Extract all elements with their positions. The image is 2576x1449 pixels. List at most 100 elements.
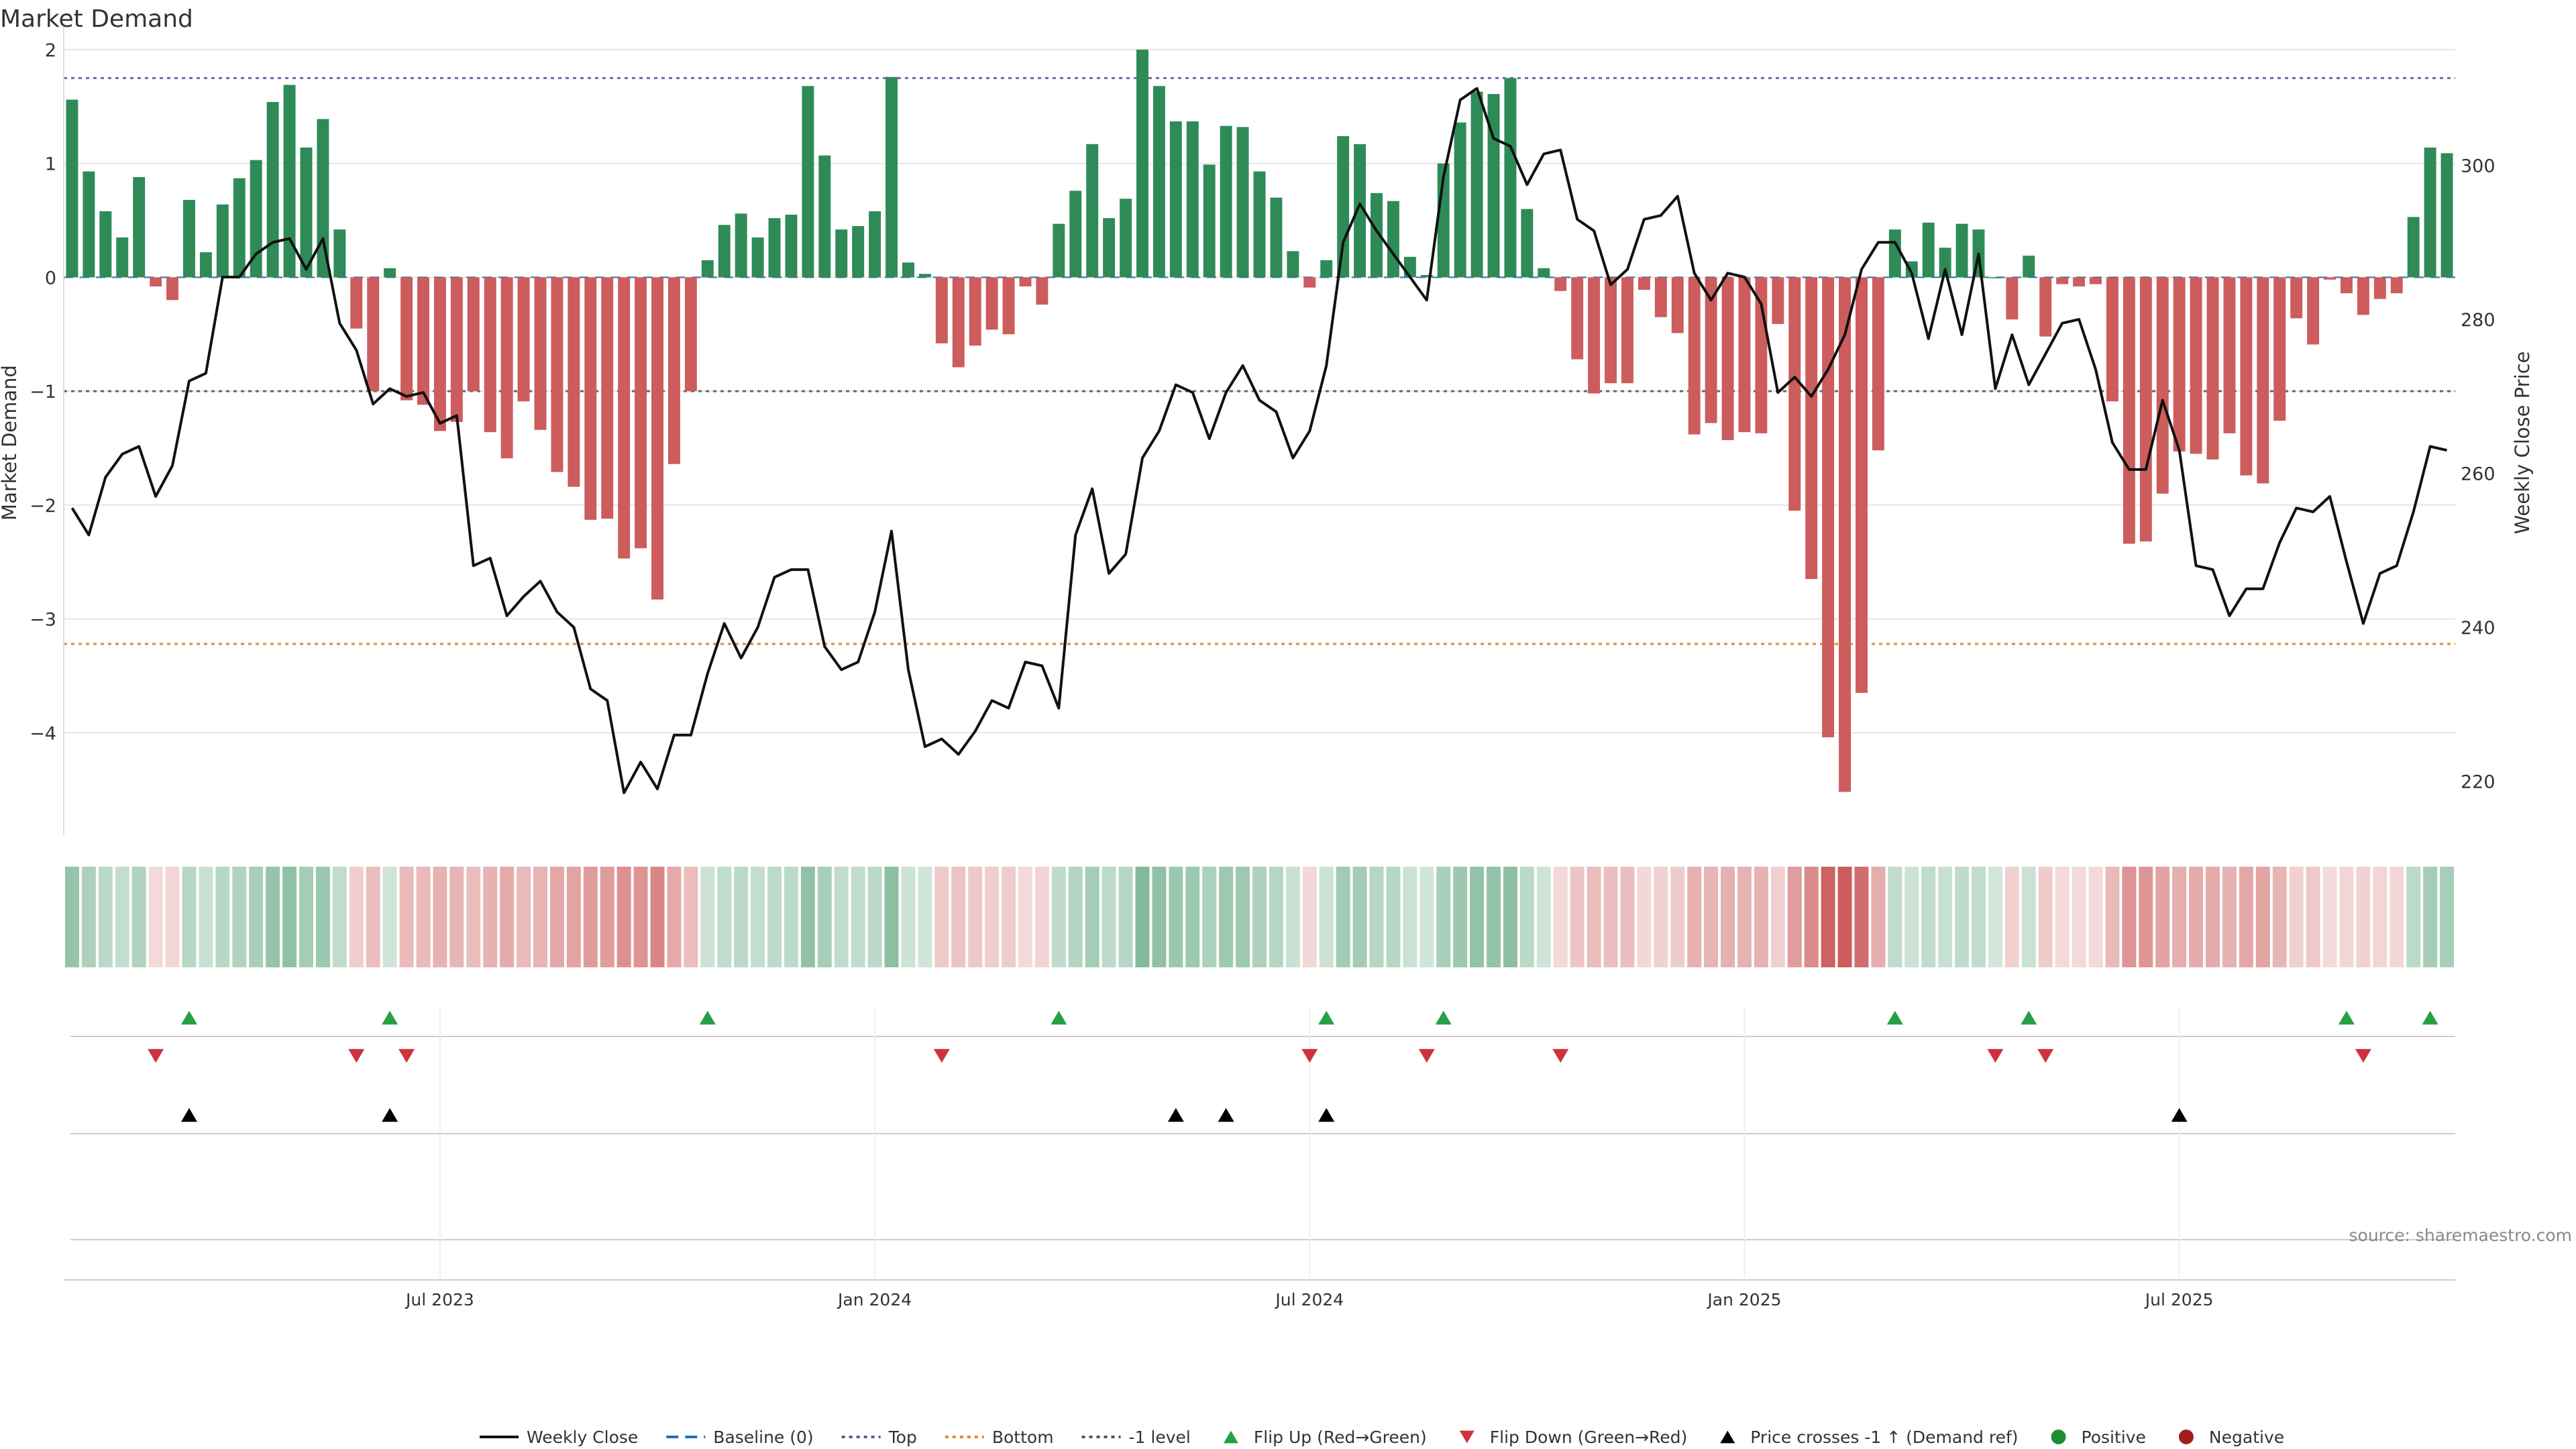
demand-bar	[869, 211, 881, 278]
demand-bar	[2023, 256, 2035, 278]
demand-bar	[1738, 277, 1751, 433]
heat-cell	[1603, 867, 1618, 967]
demand-bar	[1053, 223, 1065, 278]
y2-tick-label: 300	[2461, 156, 2496, 177]
heat-cell	[1403, 867, 1417, 967]
heat-cell	[1018, 867, 1032, 967]
demand-bar	[635, 277, 647, 549]
demand-bar	[66, 99, 78, 278]
legend-swatch-up-triangle	[1223, 1430, 1238, 1444]
heat-cell	[2206, 867, 2220, 967]
y2-tick-label: 260	[2461, 464, 2496, 485]
heat-cell	[1285, 867, 1300, 967]
heat-cell	[1269, 867, 1283, 967]
heat-cell	[1352, 867, 1367, 967]
legend-label: Flip Up (Red→Green)	[1254, 1428, 1427, 1447]
flip-down-marker	[398, 1049, 415, 1063]
price-cross-marker	[2171, 1108, 2188, 1122]
demand-bar	[768, 218, 781, 278]
heat-cell	[2239, 867, 2253, 967]
demand-bar	[2440, 153, 2453, 278]
heat-cell	[2172, 867, 2187, 967]
y2-axis-label: Weekly Close Price	[2511, 352, 2534, 535]
flip-up-marker	[382, 1010, 398, 1025]
heat-cell	[2088, 867, 2103, 967]
heat-cell	[1085, 867, 1099, 967]
demand-bar	[233, 178, 246, 278]
heat-cell	[566, 867, 581, 967]
heat-cell	[633, 867, 648, 967]
legend-item: Top	[841, 1428, 917, 1447]
demand-bar	[2407, 217, 2420, 278]
demand-bar	[300, 147, 313, 278]
weekly-close-series-line	[70, 87, 2447, 794]
heat-cell	[266, 867, 280, 967]
heat-cell	[2356, 867, 2371, 967]
demand-bar	[1487, 94, 1500, 278]
heat-cell	[784, 867, 798, 967]
demand-bar	[1387, 201, 1399, 278]
demand-bar	[2340, 277, 2353, 294]
demand-bar	[1354, 144, 1366, 278]
demand-bar	[1371, 193, 1383, 278]
heat-cell	[1152, 867, 1167, 967]
y2-tick-label: 280	[2461, 310, 2496, 331]
heat-cell	[2423, 867, 2438, 967]
demand-bar	[2056, 277, 2069, 284]
legend-item: Baseline (0)	[666, 1428, 814, 1447]
demand-bar	[1571, 277, 1584, 360]
heat-cell	[249, 867, 264, 967]
heat-cell	[98, 867, 113, 967]
heat-cell	[1202, 867, 1217, 967]
heat-cell	[1837, 867, 1852, 967]
demand-bar	[1320, 260, 1333, 278]
demand-bar	[1638, 277, 1650, 290]
demand-bar	[551, 277, 564, 472]
demand-bar	[250, 160, 262, 278]
flip-down-marker	[1418, 1049, 1435, 1063]
legend: Weekly Close Baseline (0) Top Bottom -1 leve…	[480, 1428, 2284, 1447]
flip-down-marker	[348, 1049, 365, 1063]
demand-bar	[450, 277, 463, 422]
demand-bar	[2273, 277, 2286, 421]
demand-bar	[1287, 251, 1299, 278]
legend-item: -1 level	[1081, 1428, 1191, 1447]
y-tick-label: 0	[45, 268, 56, 288]
heat-cell	[1503, 867, 1517, 967]
y-tick-label: −2	[30, 496, 56, 517]
legend-swatch-down-triangle	[1459, 1430, 1474, 1444]
heat-cell	[1570, 867, 1585, 967]
heat-cell	[985, 867, 1000, 967]
heat-cell	[2322, 867, 2337, 967]
heat-cell	[616, 867, 631, 967]
demand-bar	[1470, 91, 1483, 278]
weekly-close-line	[70, 87, 2447, 794]
demand-bar	[199, 252, 212, 278]
heat-cell	[2122, 867, 2137, 967]
flip-up-marker	[1318, 1010, 1335, 1025]
demand-bar	[1772, 277, 1784, 324]
demand-bar	[2006, 277, 2019, 320]
demand-bar	[701, 260, 714, 278]
heat-cell	[1721, 867, 1735, 967]
legend-swatch-up-triangle	[1720, 1430, 1735, 1444]
demand-bar	[2206, 277, 2219, 460]
demand-bar	[818, 155, 831, 278]
demand-bar	[2424, 147, 2436, 278]
legend-item: Positive	[2051, 1428, 2146, 1447]
source-note: source: sharemaestro.com	[2349, 1226, 2573, 1245]
heat-cell	[2021, 867, 2036, 967]
heat-cell	[1236, 867, 1250, 967]
legend-item: Bottom	[945, 1428, 1054, 1447]
heat-cell	[165, 867, 180, 967]
heat-cell	[1854, 867, 1869, 967]
heat-cell	[1871, 867, 1886, 967]
demand-bar	[985, 277, 998, 330]
demand-bar	[667, 277, 680, 464]
flip-up-marker	[1886, 1010, 1903, 1025]
chart-title: Market Demand	[0, 5, 193, 33]
heat-cell	[2004, 867, 2019, 967]
demand-bar	[2090, 277, 2102, 284]
heat-cell	[1972, 867, 1986, 967]
heat-cell	[684, 867, 698, 967]
